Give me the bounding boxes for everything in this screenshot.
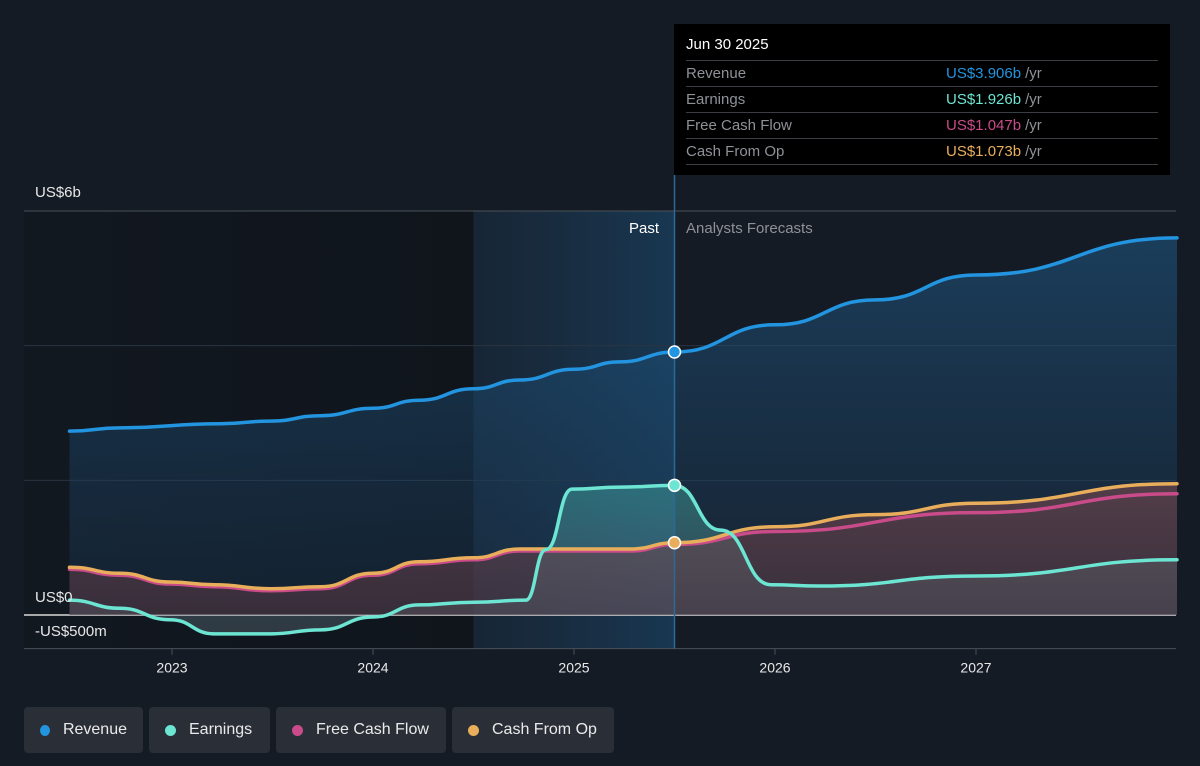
tooltip-value: US$1.926b [946,91,1022,108]
x-tick-label: 2023 [156,660,187,676]
cash-from-op-point [667,536,682,550]
forecast-label: Analysts Forecasts [686,220,813,237]
tooltip-value: US$1.047b [946,117,1022,134]
tooltip-unit: /yr [1025,91,1042,108]
legend-dot-icon [292,724,303,736]
legend-dot-icon [165,724,176,736]
legend-dot-icon [468,724,479,736]
legend: Revenue Earnings Free Cash Flow Cash Fro… [24,707,614,753]
y-tick-label-bottom: -US$500m [35,623,107,640]
legend-label: Earnings [189,721,253,738]
tooltip-row-revenue: Revenue US$3.906b /yr [686,60,1158,86]
tooltip-value: US$1.073b [946,143,1022,160]
tooltip-unit: /yr [1025,65,1042,82]
tooltip: Jun 30 2025 Revenue US$3.906b /yr Earnin… [674,24,1170,175]
x-tick-label: 2025 [558,660,589,676]
legend-label: Revenue [62,721,127,738]
legend-item-cash-from-op[interactable]: Cash From Op [452,707,614,753]
earnings-line [67,483,1179,636]
x-axis: 2023 2024 2025 2026 2027 [156,648,992,676]
tooltip-unit: /yr [1025,143,1042,160]
free-cash-flow-line [67,492,1179,593]
tooltip-unit: /yr [1025,117,1042,134]
tooltip-value: US$3.906b [946,65,1022,82]
x-tick-label: 2027 [960,660,991,676]
legend-item-earnings[interactable]: Earnings [149,707,270,753]
tooltip-label: Earnings [686,91,746,108]
revenue-point [667,345,682,359]
tooltip-label: Free Cash Flow [686,117,792,134]
cash-from-op-line [67,481,1179,591]
past-label: Past [629,220,660,237]
tooltip-row-free-cash-flow: Free Cash Flow US$1.047b /yr [686,112,1158,138]
legend-dot-icon [40,724,50,736]
y-tick-label-zero: US$0 [35,589,73,606]
tooltip-row-cash-from-op: Cash From Op US$1.073b /yr [686,138,1158,165]
revenue-line [67,236,1179,433]
tooltip-label: Cash From Op [686,143,785,160]
tooltip-label: Revenue [686,65,747,82]
legend-item-free-cash-flow[interactable]: Free Cash Flow [276,707,446,753]
legend-item-revenue[interactable]: Revenue [24,707,143,753]
series-lines [67,236,1179,636]
x-tick-label: 2026 [759,660,790,676]
y-tick-label-top: US$6b [35,184,81,201]
x-tick-label: 2024 [357,660,388,676]
tooltip-row-earnings: Earnings US$1.926b /yr [686,86,1158,112]
earnings-point [667,478,682,493]
tooltip-date: Jun 30 2025 [686,36,769,53]
legend-label: Free Cash Flow [316,721,429,738]
hover-dots [667,345,682,550]
legend-label: Cash From Op [492,721,597,738]
